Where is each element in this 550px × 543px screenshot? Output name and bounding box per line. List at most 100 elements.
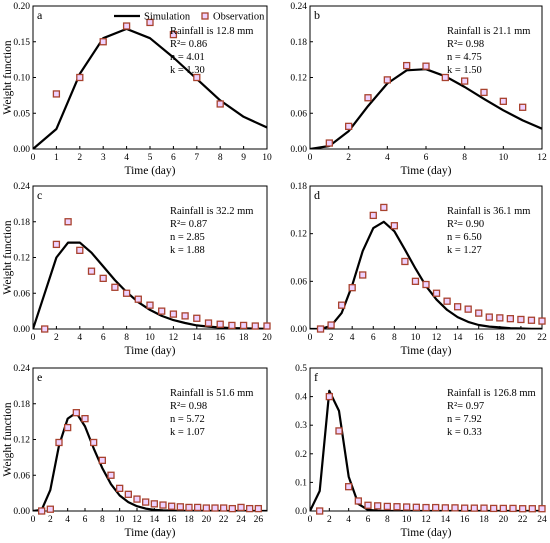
observation-point: [432, 503, 440, 512]
observation-point: [176, 503, 184, 511]
x-tick-label: 0: [31, 153, 36, 163]
observation-point: [519, 505, 527, 513]
y-tick-label: 0.06: [290, 277, 307, 287]
x-tick-label: 20: [499, 515, 509, 525]
parameter-label: R²= 0.90: [447, 219, 484, 230]
y-tick-label: 0.24: [13, 364, 30, 374]
observation-point: [393, 503, 401, 511]
x-tick-label: 22: [518, 515, 528, 525]
observation-point: [98, 456, 106, 465]
panel-d: 0 2 4 6 8 10 12 14 16 18 20 22 0.00 0.06 0.12 0.18 Time …: [290, 182, 547, 357]
y-tick-label: 0.18: [13, 400, 30, 410]
simulation-line: [310, 389, 542, 511]
x-tick-label: 12: [537, 153, 547, 163]
panel-label: a: [37, 8, 43, 22]
observation-point: [55, 438, 63, 447]
observation-point: [99, 274, 107, 283]
observation-point: [133, 495, 141, 503]
observation-point: [116, 484, 124, 493]
x-tick-label: 10: [499, 153, 509, 163]
observation-point: [216, 100, 224, 108]
observation-point: [475, 309, 483, 317]
observation-point: [150, 500, 158, 508]
x-tick-label: 20: [202, 515, 212, 525]
y-tick-label: 0.12: [13, 254, 30, 264]
observation-point: [480, 504, 488, 512]
observation-point: [220, 504, 228, 512]
observation-point: [422, 62, 430, 70]
parameter-label: R²= 0.98: [447, 39, 484, 50]
parameter-label: n = 6.50: [447, 232, 482, 243]
observation-point: [401, 257, 409, 266]
observation-point: [316, 325, 325, 333]
parameter-label: k = 1.07: [170, 427, 205, 438]
observation-point: [412, 503, 420, 511]
observation-point: [480, 88, 488, 97]
legend: Simulation Observation: [114, 12, 265, 23]
observation-point: [193, 73, 201, 82]
observation-point: [185, 503, 193, 512]
x-tick-label: 0: [31, 515, 36, 525]
observation-point: [335, 427, 343, 435]
x-tick-label: 12: [169, 333, 179, 343]
observation-point: [111, 283, 119, 291]
y-tick-label: 0.00: [13, 507, 30, 517]
observation-point: [411, 277, 420, 285]
observation-point: [251, 322, 259, 330]
x-axis-label: Time (day): [400, 165, 451, 177]
x-tick-label: 10: [402, 515, 412, 525]
observation-point: [228, 321, 236, 330]
observation-point: [422, 280, 430, 289]
observation-point: [348, 284, 356, 292]
y-tick-label: 0.24: [290, 2, 307, 12]
y-tick-label: 0.06: [13, 471, 30, 481]
parameter-label: k = 1.30: [170, 65, 205, 76]
observation-point: [142, 498, 150, 506]
x-tick-label: 8: [218, 153, 223, 163]
panel-label: b: [314, 8, 320, 22]
observation-point: [90, 438, 98, 447]
x-tick-label: 2: [48, 515, 53, 525]
observation-point: [337, 301, 346, 309]
y-tick-label: 0.06: [13, 289, 30, 299]
x-tick-label: 9: [241, 153, 246, 163]
observation-point: [193, 314, 201, 322]
observation-point: [194, 503, 202, 512]
observation-point: [432, 289, 441, 297]
observation-point: [364, 94, 372, 102]
observation-point: [538, 505, 546, 513]
legend-observation-swatch: [201, 12, 209, 20]
observation-point: [453, 303, 462, 311]
y-tick-label: 0.00: [290, 325, 307, 335]
parameter-label: R²= 0.86: [170, 39, 207, 50]
x-tick-label: 4: [346, 515, 351, 525]
observation-point: [359, 271, 367, 279]
x-tick-label: 0: [308, 153, 313, 163]
observation-point: [499, 97, 507, 105]
parameter-label: R²= 0.87: [170, 219, 207, 230]
x-tick-label: 24: [537, 515, 547, 525]
y-tick-label: 0.0: [295, 507, 307, 517]
parameter-label: k = 1.88: [170, 245, 205, 256]
observation-point: [216, 320, 224, 328]
plot-frame: [309, 185, 543, 330]
y-tick-label: 0.12: [13, 436, 30, 446]
x-tick-label: 8: [385, 515, 390, 525]
observation-point: [263, 322, 271, 330]
observation-point: [380, 203, 388, 212]
parameter-label: R²= 0.98: [170, 401, 207, 412]
observation-point: [202, 504, 210, 512]
x-tick-label: 8: [124, 333, 129, 343]
observation-point: [228, 504, 236, 513]
x-tick-label: 10: [262, 153, 272, 163]
x-tick-label: 10: [145, 333, 155, 343]
panel-f: 0 2 4 6 8 10 12 14 16 18 20 22 240.00.10.20.30.40.5T…: [295, 364, 547, 539]
x-tick-label: 0: [308, 515, 313, 525]
legend-simulation-label: Simulation: [144, 12, 191, 23]
observation-point: [441, 504, 449, 512]
x-tick-label: 6: [83, 515, 88, 525]
x-axis-label: Time (day): [400, 527, 451, 539]
y-tick-label: 0.2: [295, 450, 307, 460]
y-tick-label: 0.3: [295, 421, 307, 431]
